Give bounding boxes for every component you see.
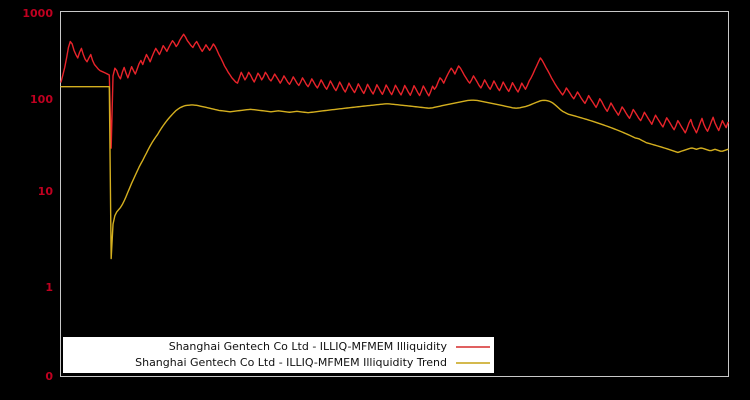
chart-legend[interactable]: Shanghai Gentech Co Ltd - ILLIQ-MFMEM Il… (63, 337, 494, 373)
y-tick-label-0: 0 (45, 370, 53, 383)
y-tick-label-10: 10 (37, 185, 53, 198)
legend-item-illiquidity[interactable]: Shanghai Gentech Co Ltd - ILLIQ-MFMEM Il… (63, 339, 494, 355)
y-tick-label-100: 100 (30, 93, 53, 106)
legend-swatch-illiquidity (456, 346, 490, 348)
y-tick-label-1: 1 (45, 281, 53, 294)
legend-item-illiquidity-trend[interactable]: Shanghai Gentech Co Ltd - ILLIQ-MFMEM Il… (63, 355, 494, 371)
y-axis: 1000 100 10 1 0 (0, 0, 53, 400)
plot-area (60, 11, 729, 377)
legend-label-illiquidity-trend: Shanghai Gentech Co Ltd - ILLIQ-MFMEM Il… (135, 356, 447, 369)
legend-swatch-illiquidity-trend (456, 362, 490, 364)
y-tick-label-1000: 1000 (22, 7, 53, 20)
legend-label-illiquidity: Shanghai Gentech Co Ltd - ILLIQ-MFMEM Il… (168, 340, 447, 353)
